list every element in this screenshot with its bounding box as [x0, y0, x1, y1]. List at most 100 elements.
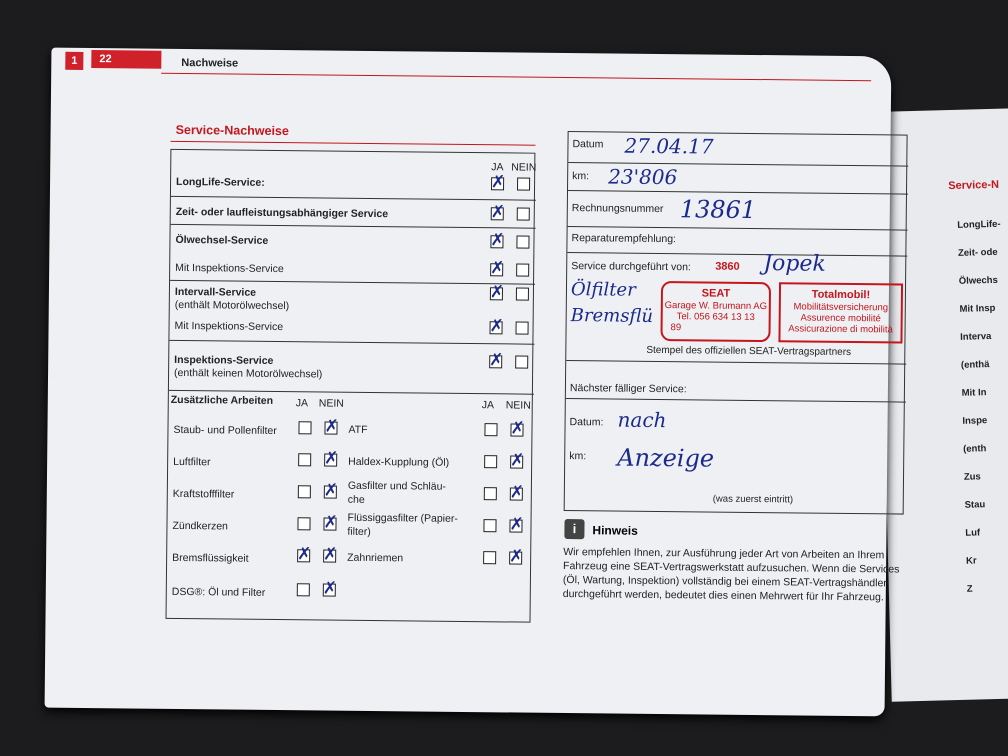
checkbox-ja[interactable]	[298, 421, 312, 435]
checkbox-ja[interactable]	[489, 287, 503, 301]
checkbox-nein[interactable]	[323, 517, 337, 531]
extra-label: ATF	[348, 423, 368, 436]
next-datum-value: nach	[617, 407, 667, 433]
rechnung-label: Rechnungsnummer	[571, 202, 664, 216]
checkbox-ja[interactable]	[484, 423, 498, 437]
checkbox-nein[interactable]	[510, 423, 524, 437]
checkbox-nein[interactable]	[517, 177, 531, 191]
checkbox-ja[interactable]	[296, 583, 310, 597]
extra-label: Kraftstofffilter	[172, 487, 235, 501]
dealer-stamp: SEAT Garage W. Brumann AG Tel. 056 634 1…	[660, 281, 772, 343]
service-label: LongLife-Service:	[176, 175, 265, 189]
checkbox-nein[interactable]	[510, 455, 524, 469]
service-label: Mit Inspektions-Service	[174, 319, 284, 334]
next-datum-label: Datum:	[569, 416, 604, 429]
checkbox-nein[interactable]	[323, 549, 337, 563]
info-icon: i	[564, 519, 585, 540]
extra-label: Flüssiggasfilter (Papier-	[347, 511, 458, 525]
checkbox-ja[interactable]	[489, 355, 503, 369]
checkbox-nein[interactable]	[509, 519, 523, 533]
row-divider	[170, 223, 536, 229]
checkbox-nein[interactable]	[509, 551, 523, 565]
checkbox-nein[interactable]	[324, 421, 338, 435]
checkbox-ja[interactable]	[297, 485, 311, 499]
dealer-stamp-brand: SEAT	[701, 287, 731, 300]
note-1: Ölfilter	[570, 279, 636, 301]
next-page-row: (enth	[963, 443, 987, 455]
extra-label-cont: filter)	[347, 525, 371, 538]
extra-label: DSG®: Öl und Filter	[171, 585, 266, 599]
checkbox-ja[interactable]	[298, 453, 312, 467]
checkbox-nein[interactable]	[324, 453, 338, 467]
checkbox-nein[interactable]	[509, 487, 523, 501]
checkbox-ja[interactable]	[490, 263, 504, 277]
extra-label: Zündkerzen	[172, 519, 228, 533]
booklet-page: 1 22 Nachweise Service-Nachweise JA NEIN L…	[44, 47, 909, 717]
col-nein: NEIN	[318, 397, 344, 410]
extra-label: Haldex-Kupplung (Öl)	[348, 455, 450, 469]
extra-label: Luftfilter	[173, 455, 211, 469]
next-km-label: km:	[569, 450, 587, 463]
next-page-row: LongLife-	[957, 218, 1001, 231]
extra-label: Gasfilter und Schläu-	[347, 479, 447, 493]
checkbox-ja[interactable]	[489, 321, 503, 335]
datum-label: Datum	[572, 138, 604, 151]
totalmobil-stamp: Totalmobil! Mobilitätsversicherung Assur…	[778, 282, 904, 344]
extra-label-cont: che	[347, 493, 365, 506]
datum-value: 27.04.17	[624, 133, 714, 159]
km-value: 23'806	[608, 164, 678, 190]
extra-label: Bremsflüssigkeit	[172, 551, 249, 565]
hinweis-text: Wir empfehlen Ihnen, zur Ausführung jede…	[562, 546, 900, 604]
next-page-row: (enthä	[960, 359, 990, 371]
checkbox-ja[interactable]	[491, 177, 505, 191]
service-label: Intervall-Service	[174, 285, 257, 299]
checkbox-nein[interactable]	[515, 287, 529, 301]
next-page-row: Z	[966, 583, 973, 595]
col-nein: NEIN	[511, 161, 537, 174]
checkbox-nein[interactable]	[515, 321, 529, 335]
checkbox-ja[interactable]	[297, 517, 311, 531]
col-ja: JA	[481, 399, 495, 412]
checkbox-nein[interactable]	[516, 235, 530, 249]
totalmobil-title: Totalmobil!	[811, 288, 871, 302]
next-page-row: Mit In	[961, 387, 987, 399]
section-title: Nachweise	[181, 56, 239, 70]
next-service-label: Nächster fälliger Service:	[569, 382, 687, 396]
checkbox-nein[interactable]	[323, 485, 337, 499]
checkbox-ja[interactable]	[490, 207, 504, 221]
checkbox-nein[interactable]	[515, 355, 529, 369]
stamp-caption: Stempel des offiziellen SEAT-Vertragspar…	[646, 344, 852, 359]
next-page-row: Zeit- ode	[957, 246, 998, 259]
service-sub: (enthält Motorölwechsel)	[174, 298, 290, 313]
next-page-row: Interva	[960, 331, 992, 343]
service-label: Zeit- oder laufleistungsabhängiger Servi…	[175, 205, 389, 221]
service-label: Inspektions-Service	[174, 353, 274, 367]
dealer-stamp-line: 89	[670, 322, 682, 334]
next-note: (was zuerst eintritt)	[712, 493, 794, 506]
checkbox-nein[interactable]	[516, 263, 530, 277]
next-page-row: Ölwechs	[958, 274, 998, 287]
checkbox-nein[interactable]	[516, 207, 530, 221]
row-divider	[169, 339, 535, 345]
form-title: Service-Nachweise	[175, 122, 289, 139]
checkbox-ja[interactable]	[490, 235, 504, 249]
next-page-row: Zus	[963, 471, 981, 483]
checkbox-ja[interactable]	[483, 551, 497, 565]
km-label: km:	[572, 170, 590, 183]
page-number: 22	[91, 50, 162, 69]
service-form: JA NEIN LongLife-Service: Zeit- oder laufle…	[165, 148, 537, 623]
row-divider	[170, 279, 536, 285]
hinweis-title: Hinweis	[592, 523, 638, 538]
header-divider	[161, 72, 872, 82]
totalmobil-line: Mobilitätsversicherung	[793, 301, 889, 314]
row-divider	[170, 195, 536, 201]
col-nein: NEIN	[505, 399, 531, 412]
checkbox-ja[interactable]	[297, 549, 311, 563]
checkbox-ja[interactable]	[483, 519, 497, 533]
checkbox-ja[interactable]	[484, 455, 498, 469]
next-page-row: Inspe	[962, 415, 988, 427]
service-label: Mit Inspektions-Service	[175, 261, 284, 276]
checkbox-ja[interactable]	[483, 487, 497, 501]
checkbox-nein[interactable]	[322, 583, 336, 597]
note-2: Bremsflü	[570, 305, 654, 327]
